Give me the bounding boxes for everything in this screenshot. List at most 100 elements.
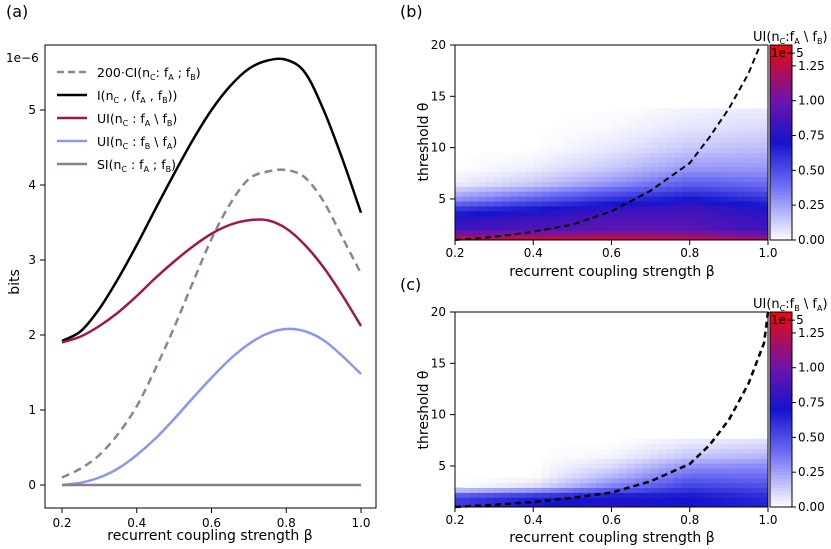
colorbar-title-part-4: \ f <box>800 297 818 312</box>
panel-c-heatmap <box>455 438 769 508</box>
heatmap-cell <box>705 220 714 226</box>
heatmap-cell <box>697 123 706 129</box>
heatmap-cell <box>721 127 730 134</box>
heatmap-cell <box>494 162 503 168</box>
heatmap-cell <box>728 162 738 168</box>
colorbar-step <box>770 451 792 456</box>
heatmap-cell <box>580 453 589 459</box>
heatmap-cell <box>658 157 667 163</box>
heatmap-cell <box>697 482 706 488</box>
heatmap-cell <box>666 438 675 445</box>
heatmap-cell <box>681 181 691 187</box>
heatmap-cell <box>760 230 769 236</box>
heatmap-cell <box>455 176 464 182</box>
heatmap-cell <box>619 127 628 134</box>
heatmap-cell <box>634 205 644 212</box>
heatmap-cell <box>509 477 519 484</box>
heatmap-cell <box>588 492 597 498</box>
heatmap-cell <box>642 127 652 134</box>
heatmap-cell <box>548 132 558 139</box>
colorbar-step <box>770 334 792 339</box>
heatmap-cell <box>721 137 730 143</box>
heatmap-cell <box>650 443 659 449</box>
heatmap-cell <box>619 201 628 207</box>
colorbar-step <box>770 119 792 124</box>
heatmap-cell <box>650 453 659 459</box>
heatmap-cell <box>509 181 519 187</box>
heatmap-cell <box>509 152 519 158</box>
heatmap-cell <box>634 443 644 449</box>
heatmap-cell <box>603 472 612 479</box>
heatmap-cell <box>650 487 659 493</box>
colorbar-step <box>770 149 792 153</box>
legend-label-part-1: C <box>123 119 129 128</box>
heatmap-cell <box>674 453 683 459</box>
heatmap-cell <box>760 477 769 484</box>
heatmap-cell <box>634 458 644 464</box>
colorbar-step <box>770 435 792 440</box>
heatmap-cell <box>541 487 550 493</box>
heatmap-cell <box>689 225 699 231</box>
heatmap-cell <box>666 196 675 202</box>
colorbar-step <box>770 432 792 437</box>
heatmap-cell <box>760 162 769 168</box>
heatmap-cell <box>455 196 464 202</box>
heatmap-cell <box>728 127 738 134</box>
heatmap-cell <box>533 215 542 221</box>
heatmap-cell <box>619 147 628 153</box>
heatmap-cell <box>556 492 566 498</box>
heatmap-cell <box>470 502 479 508</box>
heatmap-cell <box>470 210 479 217</box>
heatmap-cell <box>689 127 699 134</box>
colorbar-step <box>770 74 792 79</box>
heatmap-cell <box>572 191 581 197</box>
heatmap-cell <box>588 235 597 241</box>
heatmap-cell <box>580 166 589 173</box>
heatmap-cell <box>588 113 597 119</box>
heatmap-cell <box>603 132 612 139</box>
heatmap-cell <box>611 108 620 114</box>
heatmap-cell <box>697 191 706 197</box>
heatmap-cell <box>752 147 761 153</box>
heatmap-cell <box>619 166 628 173</box>
heatmap-cell <box>564 230 573 236</box>
heatmap-cell <box>572 166 581 173</box>
heatmap-cell <box>705 210 714 217</box>
heatmap-cell <box>642 492 652 498</box>
heatmap-cell <box>588 118 597 124</box>
heatmap-cell <box>470 225 479 231</box>
panel-b-xlabel: recurrent coupling strength β <box>509 264 714 280</box>
heatmap-cell <box>634 215 644 221</box>
heatmap-cell <box>752 468 761 474</box>
heatmap-cell <box>713 157 722 163</box>
heatmap-cell <box>603 181 612 187</box>
heatmap-cell <box>721 186 730 192</box>
heatmap-cell <box>533 220 542 226</box>
heatmap-cell <box>642 225 652 231</box>
heatmap-cell <box>728 137 738 143</box>
panel-a-xtick-label: 0.4 <box>127 516 146 530</box>
heatmap-cell <box>580 210 589 217</box>
heatmap-cell <box>736 142 746 148</box>
heatmap-cell <box>713 438 722 445</box>
heatmap-cell <box>611 468 620 474</box>
heatmap-cell <box>556 205 566 212</box>
heatmap-cell <box>595 220 605 226</box>
heatmap-cell <box>642 181 652 187</box>
heatmap-cell <box>517 230 526 236</box>
heatmap-cell <box>728 230 738 236</box>
heatmap-cell <box>674 152 683 158</box>
heatmap-cell <box>744 123 753 129</box>
heatmap-cell <box>728 458 738 464</box>
heatmap-cell <box>697 230 706 236</box>
colorbar-step <box>770 458 792 463</box>
heatmap-cell <box>728 176 738 182</box>
heatmap-cell <box>642 118 652 124</box>
colorbar-step <box>770 481 792 485</box>
legend-label-part-4: ; f <box>174 65 191 80</box>
heatmap-cell <box>689 201 699 207</box>
heatmap-cell <box>564 458 573 464</box>
heatmap-cell <box>689 152 699 158</box>
colorbar-title-part-2: :f <box>785 30 794 45</box>
